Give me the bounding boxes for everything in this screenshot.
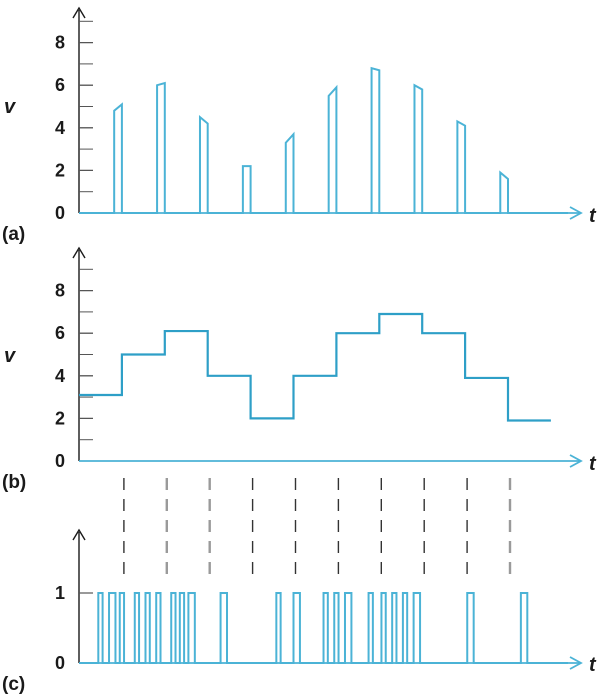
staircase-signal <box>79 312 551 422</box>
y-tick-label: 6 <box>55 75 65 95</box>
panel-c-x-label: t <box>589 654 597 676</box>
panel-b-tag: (b) <box>2 472 26 493</box>
panel-b-signal <box>79 312 551 422</box>
panel-b-x-label: t <box>589 453 597 475</box>
panel-a-y-label: v <box>4 96 17 118</box>
binary-pulse-train <box>79 592 568 664</box>
y-tick-label: 8 <box>55 281 65 301</box>
y-tick-label: 0 <box>55 653 65 673</box>
panel-a-tag: (a) <box>2 224 25 245</box>
panel-c: t (c) 0 1 <box>2 528 597 695</box>
panel-a-x-label: t <box>589 205 597 227</box>
x-axis-arrow <box>569 454 583 468</box>
y-axis-arrow <box>72 6 86 19</box>
panel-c-tag: (c) <box>2 674 25 695</box>
y-tick-label: 6 <box>55 323 65 343</box>
panel-b-y-label: v <box>4 345 17 367</box>
panel-b-axes: 0 2 4 6 8 <box>55 246 583 471</box>
panel-c-signal <box>79 592 568 664</box>
x-axis-arrow <box>569 656 583 670</box>
panel-a-signal <box>79 66 568 214</box>
panel-a-axes: 0 2 4 6 8 <box>55 6 583 223</box>
y-tick-label: 0 <box>55 203 65 223</box>
panel-a: v t (a) 0 2 4 6 8 <box>2 6 597 245</box>
y-tick-label: 2 <box>55 408 65 428</box>
y-tick-label: 1 <box>55 583 65 603</box>
y-axis-arrow <box>72 246 86 259</box>
sample-dividers <box>123 478 512 578</box>
x-axis-arrow <box>569 206 583 220</box>
sampled-pulse-train <box>79 66 568 214</box>
panel-b: v t (b) 0 2 4 6 8 <box>2 246 597 493</box>
y-tick-label: 0 <box>55 451 65 471</box>
y-tick-label: 4 <box>55 366 65 386</box>
y-tick-label: 4 <box>55 118 65 138</box>
y-tick-label: 8 <box>55 33 65 53</box>
y-axis-arrow <box>72 528 86 541</box>
y-tick-label: 2 <box>55 160 65 180</box>
